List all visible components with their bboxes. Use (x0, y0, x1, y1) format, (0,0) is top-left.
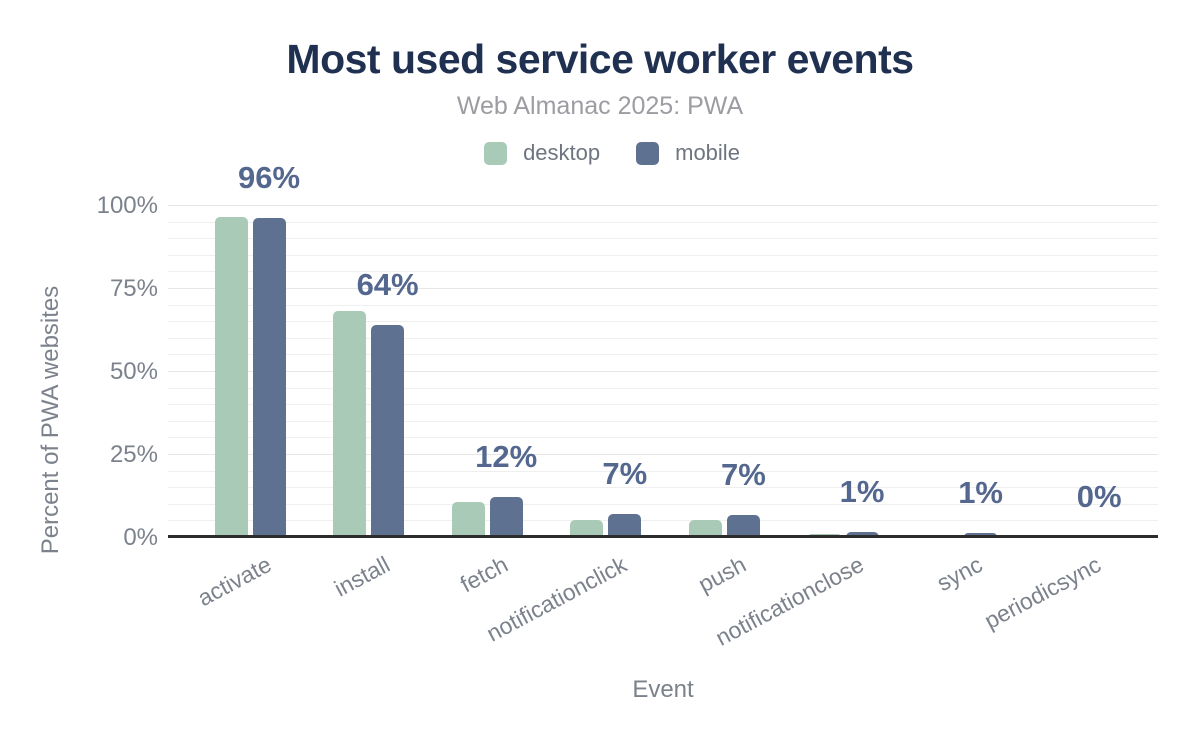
bar-value-label: 1% (839, 474, 885, 510)
y-tick-label: 100% (96, 192, 158, 219)
bar-desktop-activate (214, 216, 248, 537)
chart-subtitle: Web Almanac 2025: PWA (456, 92, 744, 120)
gridline (168, 354, 1158, 356)
mobile-swatch-icon (636, 141, 660, 165)
bar-value-label: 7% (720, 457, 766, 493)
bar-desktop-fetch (451, 502, 485, 537)
gridline (168, 337, 1158, 339)
legend-item-mobile[interactable]: mobile (636, 140, 740, 166)
legend-label-desktop: desktop (523, 140, 601, 165)
x-tick-label-fetch: fetch (456, 551, 513, 598)
gridline (168, 304, 1158, 306)
gridline (168, 487, 1158, 489)
bar-mobile-notificationclose (845, 532, 879, 537)
legend: desktop mobile (12, 140, 1200, 166)
gridline (168, 321, 1158, 323)
x-tick-label-install: install (329, 551, 394, 602)
legend-item-desktop[interactable]: desktop (484, 140, 600, 166)
bar-value-label: 0% (1076, 478, 1122, 514)
bar-mobile-activate (252, 218, 286, 537)
gridline (168, 503, 1158, 505)
gridline (168, 288, 1158, 289)
y-tick-label: 25% (109, 441, 158, 468)
bar-value-label: 7% (602, 455, 648, 491)
y-tick-label: 50% (109, 358, 158, 385)
desktop-swatch-icon (484, 141, 508, 165)
gridline (168, 221, 1158, 223)
bar-mobile-push (726, 515, 760, 537)
y-tick-label: 75% (109, 275, 158, 302)
x-axis-line (168, 535, 1158, 538)
gridline (168, 371, 1158, 372)
bar-value-label: 12% (475, 439, 538, 475)
x-tick-label-sync: sync (932, 551, 987, 597)
gridline (168, 520, 1158, 522)
x-tick-label-activate: activate (193, 551, 276, 612)
bar-mobile-install (371, 324, 405, 537)
gridline (168, 254, 1158, 256)
bar-mobile-notificationclick (608, 513, 642, 537)
chart-title: Most used service worker events (286, 36, 914, 82)
gridline (168, 437, 1158, 439)
gridline (168, 404, 1158, 406)
gridline (168, 470, 1158, 472)
y-axis-title: Percent of PWA websites (37, 285, 64, 555)
bar-desktop-install (333, 311, 367, 537)
bar-value-label: 96% (237, 160, 301, 196)
gridline (168, 271, 1158, 273)
legend-label-mobile: mobile (675, 140, 740, 165)
gridline (168, 205, 1158, 206)
gridline (168, 387, 1158, 389)
bar-value-label: 1% (958, 475, 1003, 511)
bar-mobile-fetch (489, 497, 523, 537)
gridline (168, 420, 1158, 422)
x-tick-label-push: push (693, 551, 750, 598)
bar-desktop-notificationclick (570, 520, 604, 537)
x-axis-title: Event (632, 676, 694, 703)
x-tick-label-periodicsync: periodicsync (980, 551, 1106, 634)
bar-desktop-push (688, 520, 722, 537)
y-tick-label: 0% (123, 524, 158, 551)
gridline (168, 454, 1158, 455)
gridline (168, 238, 1158, 240)
bar-value-label: 64% (356, 266, 419, 302)
